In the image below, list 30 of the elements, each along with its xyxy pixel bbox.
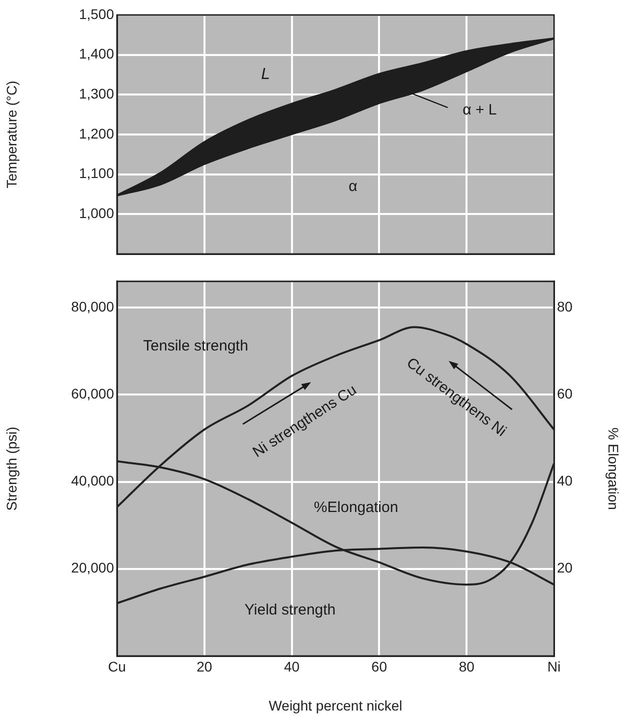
y2-tick-label: 20 [557,560,573,576]
y-tick-label: 1,000 [78,205,114,222]
x-tick-label: 60 [371,658,388,674]
y2-tick-label: 80 [557,298,573,314]
x-tick-label: Cu [108,658,126,674]
y-tick-label: 60,000 [71,386,114,402]
y-tick-label: 1,100 [78,165,114,182]
x-tick-label: 20 [196,658,212,674]
y-tick-label: 20,000 [71,560,114,576]
y-tick-label: 1,200 [78,125,114,142]
y2-tick-label: 60 [557,386,573,402]
y2-axis-title: % Elongation [606,427,622,510]
series-label: %Elongation [314,499,398,516]
text: Yield strength [244,601,336,618]
annotation: α [348,178,358,196]
y-tick-label: 80,000 [71,298,114,314]
x-tick-label: 40 [284,658,300,674]
text: Tensile strength [143,337,248,354]
annotation: L [261,66,270,84]
y-tick-label: 40,000 [71,472,114,489]
y-axis-title: Temperature (°C) [3,80,20,188]
y-tick-label: 1,500 [78,6,114,22]
x-axis-title: Weight percent nickel [268,697,402,714]
y-tick-label: 1,300 [78,86,114,102]
x-tick-label: 80 [458,658,475,674]
annotation: α + L [462,102,497,119]
y2-tick-label: 40 [557,472,573,489]
y-axis-title: Strength (psi) [3,426,20,511]
y-tick-label: 1,400 [78,46,114,62]
x-tick-label: Ni [547,658,561,674]
